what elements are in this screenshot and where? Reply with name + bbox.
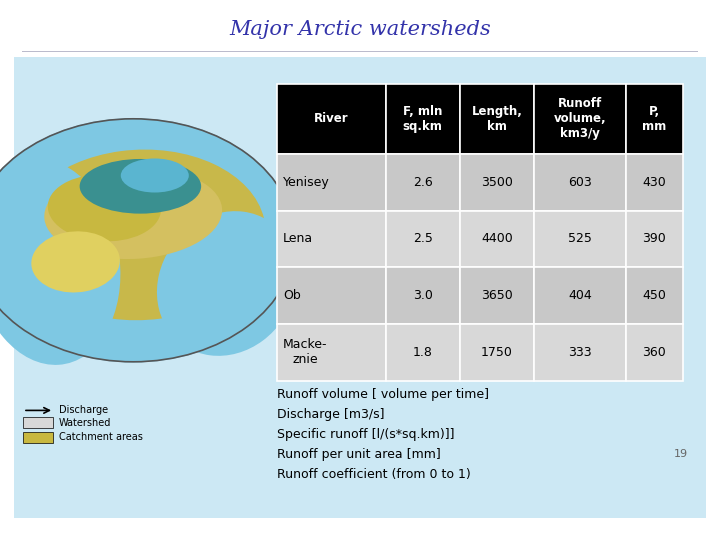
Text: F, mln
sq.km: F, mln sq.km (402, 105, 443, 133)
Bar (626, 154, 683, 211)
Bar (14, 57, 706, 518)
Text: 1750: 1750 (481, 346, 513, 359)
Bar (534, 84, 626, 154)
Text: Length,
km: Length, km (472, 105, 523, 133)
Bar (385, 84, 460, 154)
Text: 525: 525 (568, 232, 592, 246)
Text: 603: 603 (568, 176, 592, 189)
Bar (277, 324, 385, 381)
Bar (277, 84, 385, 154)
Text: Macke-
znie: Macke- znie (283, 339, 328, 366)
Bar (626, 324, 683, 381)
Ellipse shape (45, 167, 222, 259)
Bar (23, 417, 53, 428)
Text: Ob: Ob (283, 289, 301, 302)
Text: Major Arctic watersheds: Major Arctic watersheds (229, 20, 491, 39)
Text: 430: 430 (642, 176, 666, 189)
Text: 3.0: 3.0 (413, 289, 433, 302)
Ellipse shape (0, 159, 120, 365)
Bar (460, 154, 534, 211)
Bar (534, 267, 626, 324)
Text: Runoff volume [ volume per time]: Runoff volume [ volume per time] (277, 388, 489, 401)
Text: Specific runoff [l/(s*sq.km)]]: Specific runoff [l/(s*sq.km)]] (277, 428, 455, 441)
Bar (626, 84, 683, 154)
Text: 3500: 3500 (481, 176, 513, 189)
Bar (460, 211, 534, 267)
Bar (385, 211, 460, 267)
Text: 390: 390 (642, 232, 666, 246)
Text: Runoff per unit area [mm]: Runoff per unit area [mm] (277, 448, 441, 461)
Text: 404: 404 (568, 289, 592, 302)
Text: P,
mm: P, mm (642, 105, 666, 133)
Text: River: River (314, 112, 348, 125)
Bar (385, 324, 460, 381)
Text: 2.6: 2.6 (413, 176, 433, 189)
Ellipse shape (31, 231, 120, 293)
Bar (534, 324, 626, 381)
Text: Runoff
volume,
km3/y: Runoff volume, km3/y (554, 97, 606, 140)
Text: 333: 333 (568, 346, 592, 359)
Ellipse shape (157, 211, 297, 356)
Text: 3650: 3650 (481, 289, 513, 302)
Text: 450: 450 (642, 289, 666, 302)
Text: 19: 19 (673, 449, 688, 459)
Text: Runoff coefficient (from 0 to 1): Runoff coefficient (from 0 to 1) (277, 468, 471, 481)
Text: 4400: 4400 (481, 232, 513, 246)
Bar (23, 432, 53, 443)
Ellipse shape (15, 150, 266, 320)
Bar (385, 267, 460, 324)
Bar (460, 324, 534, 381)
Text: Lena: Lena (283, 232, 313, 246)
Ellipse shape (80, 159, 201, 214)
Text: Discharge [m3/s]: Discharge [m3/s] (277, 408, 384, 421)
Text: 360: 360 (642, 346, 666, 359)
Text: 1.8: 1.8 (413, 346, 433, 359)
Bar (534, 211, 626, 267)
Bar (534, 154, 626, 211)
Bar (277, 267, 385, 324)
Bar (277, 211, 385, 267)
Text: Catchment areas: Catchment areas (59, 433, 143, 442)
Text: Discharge: Discharge (59, 406, 108, 415)
Bar (460, 267, 534, 324)
Bar (277, 154, 385, 211)
Bar (626, 211, 683, 267)
Text: Yenisey: Yenisey (283, 176, 330, 189)
Ellipse shape (48, 174, 161, 241)
Ellipse shape (121, 159, 189, 192)
Bar (626, 267, 683, 324)
Text: 2.5: 2.5 (413, 232, 433, 246)
Bar (385, 154, 460, 211)
Bar (460, 84, 534, 154)
Circle shape (0, 119, 295, 362)
Text: Watershed: Watershed (59, 418, 112, 428)
